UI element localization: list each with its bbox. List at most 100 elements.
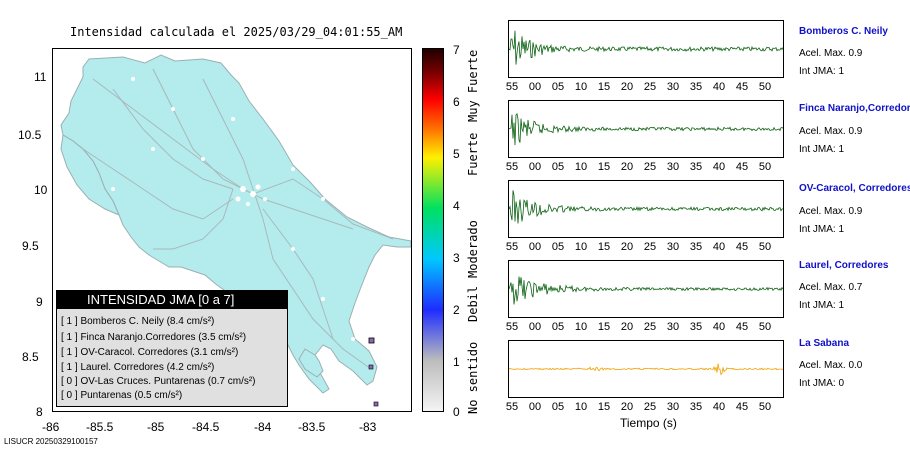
time-axis: 55 00 05 10 15 20 25 30 35 40 45 50 [500,401,790,415]
time-tick: 35 [689,321,703,333]
station-name[interactable]: Finca Naranjo,Corredores [799,103,910,114]
colorbar-category: Moderado [466,220,480,278]
lat-tick: 11 [34,70,47,84]
station-acel: Acel. Max. 0.9 [799,126,863,137]
time-axis: 55 00 05 10 15 20 25 30 35 40 45 50 [500,161,790,175]
lat-tick: 8.5 [22,350,39,364]
waveform-trace [509,190,783,224]
lat-tick: 9.5 [22,239,39,253]
lat-tick: 10 [34,183,48,197]
seismogram-line [509,363,783,376]
nicoya-peninsula [60,134,120,216]
lon-tick: -86 [42,420,60,434]
time-tick: 25 [643,321,657,333]
colorbar-category: Debil [466,285,480,322]
time-tick: 10 [574,321,588,333]
time-tick: 40 [712,401,726,413]
road-network [82,68,394,370]
time-tick: 20 [620,161,634,173]
time-tick: 30 [666,401,680,413]
time-tick: 10 [574,401,588,413]
waveform-panel[interactable] [508,180,784,238]
station-name[interactable]: Laurel, Corredores [799,260,889,271]
time-tick: 15 [597,241,611,253]
time-tick: 10 [574,241,588,253]
legend-row: [ 0 ] OV-Las Cruces. Puntarenas (0.7 cm/… [61,376,256,387]
colorbar-tick: 7 [453,43,460,57]
station-name[interactable]: Bomberos C. Neily [799,26,888,37]
time-tick: 15 [597,81,611,93]
osa-peninsula [298,348,324,378]
time-tick: 35 [689,81,703,93]
time-tick: 00 [528,81,542,93]
lon-tick: -84.5 [192,420,220,434]
time-tick: 00 [528,241,542,253]
seismogram-line [509,113,783,146]
time-tick: 20 [620,241,634,253]
legend-row: [ 1 ] OV-Caracol. Corredores (3.1 cm/s²) [61,347,239,358]
seismogram-line [509,190,783,224]
time-tick: 15 [597,161,611,173]
seismogram-line [509,30,783,65]
station-int: Int JMA: 1 [799,66,845,77]
waveform-trace [509,276,783,305]
station-name[interactable]: OV-Caracol, Corredores [799,183,910,194]
colorbar-tick: 6 [453,95,460,109]
colorbar-category: No sentido [466,341,480,414]
colorbar-category: Fuerte [466,132,480,176]
colorbar-tick: 0 [453,405,460,419]
time-tick: 50 [758,161,772,173]
time-tick: 05 [551,161,565,173]
colorbar-category: Muy Fuerte [466,49,480,122]
time-tick: 00 [528,321,542,333]
time-tick: 55 [505,321,519,333]
legend-row: [ 1 ] Finca Naranjo.Corredores (3.5 cm/s… [61,332,247,343]
time-tick: 25 [643,401,657,413]
time-tick: 55 [505,81,519,93]
time-tick: 40 [712,81,726,93]
station-markers[interactable] [368,337,379,407]
time-tick: 40 [712,241,726,253]
waveform-panel[interactable] [508,20,784,78]
time-tick: 05 [551,241,565,253]
time-tick: 55 [505,241,519,253]
waveform-trace [509,30,783,65]
waveform-panel[interactable] [508,340,784,398]
time-tick: 00 [528,161,542,173]
time-tick: 50 [758,81,772,93]
colorbar-tick: 5 [453,147,460,161]
station-acel: Acel. Max. 0.9 [799,48,863,59]
station-int: Int JMA: 1 [799,300,845,311]
colorbar-tick: 1 [453,355,460,369]
time-tick: 30 [666,81,680,93]
legend-title: INTENSIDAD JMA [0 a 7] [57,291,287,309]
time-tick: 35 [689,161,703,173]
time-tick: 45 [735,161,749,173]
time-axis: 55 00 05 10 15 20 25 30 35 40 45 50 [500,81,790,95]
station-name[interactable]: La Sabana [799,338,850,349]
station-acel: Acel. Max. 0.9 [799,206,863,217]
waveform-panel[interactable] [508,260,784,318]
costa-rica-map-svg [60,54,412,407]
waveform-trace [509,363,783,376]
colorbar-tick: 3 [453,251,460,265]
station-int: Int JMA: 0 [799,378,845,389]
time-tick: 20 [620,401,634,413]
time-tick: 05 [551,81,565,93]
station-acel: Acel. Max. 0.7 [799,282,863,293]
time-tick: 15 [597,401,611,413]
time-tick: 45 [735,241,749,253]
city-markers [111,77,375,341]
colorbar-tick: 2 [453,303,460,317]
seismogram-line [509,276,783,305]
waveform-panel[interactable] [508,100,784,158]
intensity-legend: INTENSIDAD JMA [0 a 7] [ 1 ] Bomberos C.… [56,290,288,407]
station-acel: Acel. Max. 0.0 [799,360,863,371]
lon-tick: -84 [254,420,272,434]
time-tick: 40 [712,161,726,173]
time-tick: 10 [574,81,588,93]
time-tick: 25 [643,161,657,173]
time-tick: 45 [735,401,749,413]
time-tick: 55 [505,161,519,173]
time-tick: 30 [666,241,680,253]
